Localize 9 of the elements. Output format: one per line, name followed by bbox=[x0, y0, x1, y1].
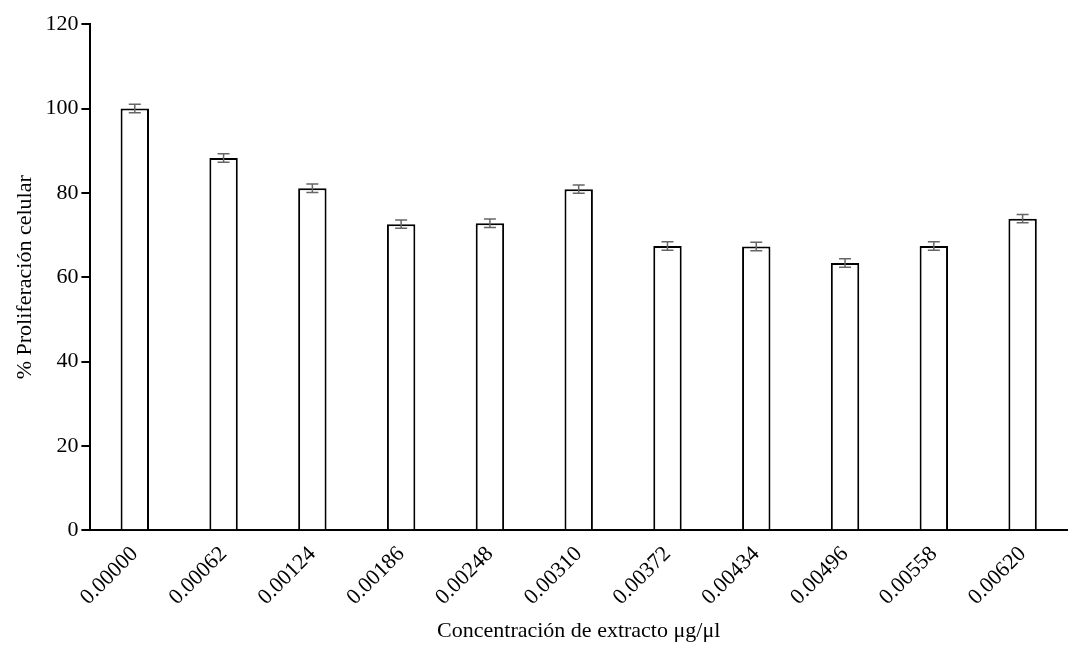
y-tick-label: 80 bbox=[56, 178, 79, 204]
y-tick-label: 0 bbox=[67, 516, 79, 542]
x-axis-title: Concentración de extracto μg/μl bbox=[437, 616, 721, 642]
y-axis-title: % Proliferación celular bbox=[10, 174, 36, 380]
y-tick-label: 20 bbox=[56, 431, 79, 457]
y-tick-label: 60 bbox=[56, 263, 79, 289]
y-tick-label: 100 bbox=[45, 94, 79, 120]
y-tick-label: 40 bbox=[56, 347, 79, 373]
y-tick-label: 120 bbox=[45, 9, 79, 35]
